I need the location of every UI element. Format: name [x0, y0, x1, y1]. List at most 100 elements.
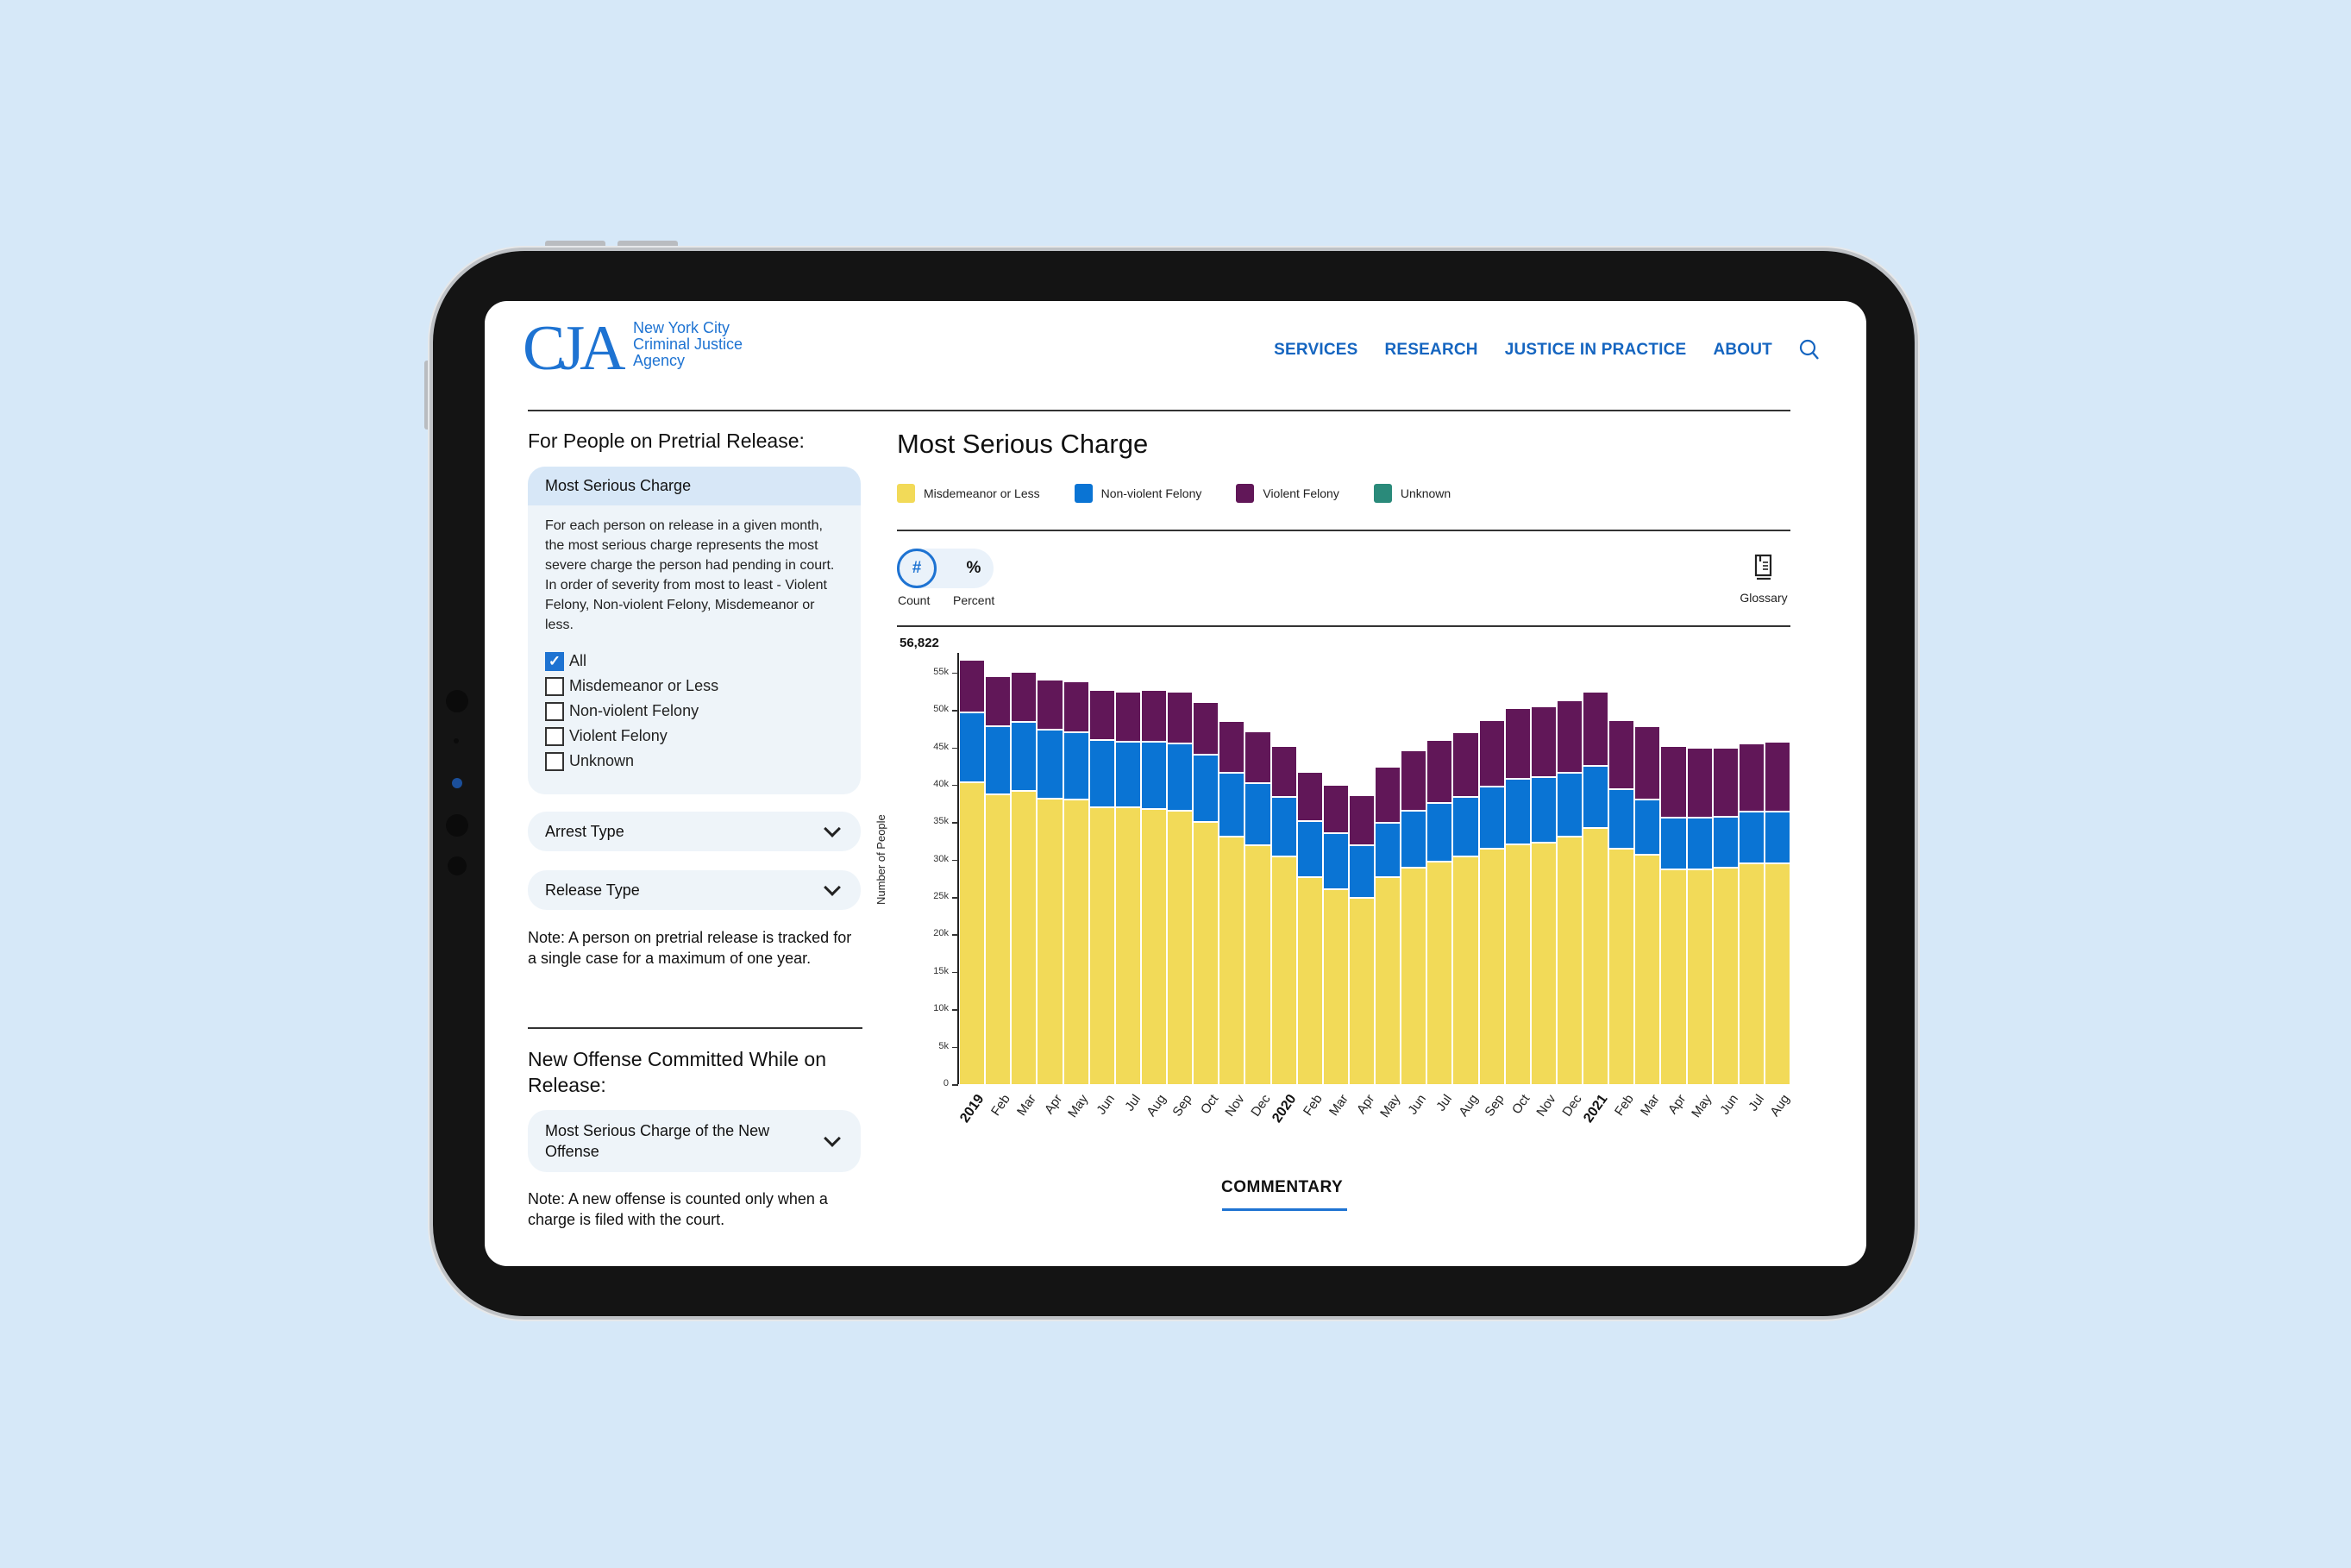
bar[interactable] — [1141, 688, 1166, 1084]
legend-unknown[interactable]: Unknown — [1373, 484, 1451, 503]
bar[interactable] — [1713, 746, 1738, 1084]
checkbox-all[interactable]: ✓ All — [545, 649, 843, 674]
bar[interactable] — [1038, 678, 1063, 1084]
bar-segment — [1609, 847, 1634, 1084]
bar-segment — [1609, 718, 1634, 789]
tablet-top-button — [618, 241, 678, 248]
bar[interactable] — [986, 675, 1011, 1084]
bar[interactable] — [1609, 718, 1634, 1084]
x-tick-label: Aug — [1456, 1092, 1482, 1120]
x-tick-label: 2021 — [1581, 1092, 1611, 1126]
bar[interactable] — [1583, 690, 1608, 1084]
bar[interactable] — [1349, 794, 1374, 1084]
release-type-dropdown[interactable]: Release Type — [528, 870, 861, 910]
checkbox-box[interactable] — [545, 726, 564, 746]
legend-nonviolent-felony[interactable]: Non-violent Felony — [1074, 484, 1201, 503]
bar-segment — [1089, 739, 1114, 807]
y-tick-label: 0 — [943, 1078, 949, 1088]
bar[interactable] — [1479, 718, 1504, 1084]
bar-segment — [1063, 731, 1088, 800]
y-tick-label: 25k — [933, 891, 949, 902]
bar[interactable] — [1063, 680, 1088, 1084]
bar[interactable] — [1219, 719, 1244, 1084]
x-tick-label: Oct — [1197, 1092, 1222, 1117]
search-icon[interactable] — [1799, 339, 1820, 361]
glossary-button[interactable]: Glossary — [1733, 554, 1794, 605]
bar[interactable] — [1401, 750, 1426, 1084]
bar-segment — [1427, 801, 1452, 862]
arrest-type-dropdown[interactable]: Arrest Type — [528, 812, 861, 851]
checkbox-box[interactable] — [545, 701, 564, 721]
bar-segment — [1245, 844, 1270, 1084]
new-offense-charge-dropdown[interactable]: Most Serious Charge of the New Offense — [528, 1110, 861, 1172]
bar[interactable] — [1739, 742, 1764, 1084]
bar[interactable] — [1115, 690, 1140, 1084]
x-tick-label: Nov — [1533, 1092, 1559, 1120]
bar[interactable] — [1012, 671, 1037, 1084]
bar-segment — [1401, 867, 1426, 1084]
x-tick-label: Aug — [1144, 1092, 1169, 1120]
checkbox-violent-felony[interactable]: Violent Felony — [545, 724, 843, 749]
count-percent-toggle: # % — [897, 549, 994, 588]
commentary-tab[interactable]: COMMENTARY — [1221, 1178, 1344, 1196]
bar[interactable] — [1323, 784, 1348, 1084]
bar-segment — [1115, 690, 1140, 741]
checkbox-nonviolent-felony[interactable]: Non-violent Felony — [545, 699, 843, 724]
bar[interactable] — [1453, 731, 1478, 1084]
bar[interactable] — [1427, 739, 1452, 1084]
bar-segment — [1194, 821, 1219, 1084]
check-icon[interactable]: ✓ — [545, 651, 564, 671]
checkbox-box[interactable] — [545, 751, 564, 771]
bar[interactable] — [1245, 730, 1270, 1084]
glossary-label: Glossary — [1740, 591, 1788, 605]
bar[interactable] — [1557, 699, 1582, 1084]
main-nav: SERVICES RESEARCH JUSTICE IN PRACTICE AB… — [1274, 339, 1820, 361]
x-tick-label: Sep — [1169, 1092, 1195, 1120]
checkbox-unknown[interactable]: Unknown — [545, 749, 843, 774]
bar[interactable] — [960, 659, 985, 1084]
bar[interactable] — [1376, 766, 1401, 1084]
bar-segment — [1297, 875, 1322, 1084]
nav-research[interactable]: RESEARCH — [1384, 341, 1478, 359]
bar-segment — [1089, 688, 1114, 740]
percent-toggle-button[interactable]: % — [966, 559, 981, 577]
dropdown-label: Most Serious Charge of the New Offense — [545, 1122, 770, 1160]
y-tick-mark — [952, 897, 958, 899]
logo[interactable]: CJA — [523, 313, 626, 384]
bar[interactable] — [1505, 706, 1530, 1084]
y-tick-label: 20k — [933, 928, 949, 939]
bar-segment — [1479, 718, 1504, 786]
bar[interactable] — [1687, 746, 1712, 1084]
y-tick-label: 30k — [933, 853, 949, 864]
legend-label: Unknown — [1400, 486, 1451, 500]
nav-about[interactable]: ABOUT — [1713, 341, 1772, 359]
most-serious-charge-header[interactable]: Most Serious Charge — [528, 467, 861, 505]
bar[interactable] — [1635, 725, 1660, 1084]
bar[interactable] — [1661, 744, 1686, 1084]
y-tick-label: 40k — [933, 778, 949, 789]
nav-services[interactable]: SERVICES — [1274, 341, 1358, 359]
bar-segment — [1583, 826, 1608, 1084]
count-toggle-button[interactable]: # — [897, 549, 937, 588]
legend-violent-felony[interactable]: Violent Felony — [1236, 484, 1339, 503]
bar-segment — [1194, 754, 1219, 822]
chevron-down-icon — [824, 878, 841, 896]
bar[interactable] — [1168, 690, 1193, 1084]
y-tick-mark — [952, 747, 958, 750]
bar[interactable] — [1531, 706, 1556, 1084]
checkbox-box[interactable] — [545, 676, 564, 696]
bar[interactable] — [1194, 700, 1219, 1084]
bar[interactable] — [1765, 740, 1790, 1084]
bar[interactable] — [1297, 770, 1322, 1084]
x-tick-label: May — [1689, 1092, 1715, 1120]
legend-label: Violent Felony — [1263, 486, 1339, 500]
bar[interactable] — [1089, 688, 1114, 1084]
logo-text[interactable]: New York City Criminal Justice Agency — [633, 320, 743, 369]
charge-description: For each person on release in a given mo… — [545, 518, 835, 632]
legend-label: Misdemeanor or Less — [924, 486, 1040, 500]
bar[interactable] — [1271, 745, 1296, 1084]
swatch-violent — [1236, 484, 1255, 503]
legend-misdemeanor[interactable]: Misdemeanor or Less — [897, 484, 1040, 503]
nav-justice-in-practice[interactable]: JUSTICE IN PRACTICE — [1504, 341, 1687, 359]
checkbox-misdemeanor[interactable]: Misdemeanor or Less — [545, 674, 843, 699]
